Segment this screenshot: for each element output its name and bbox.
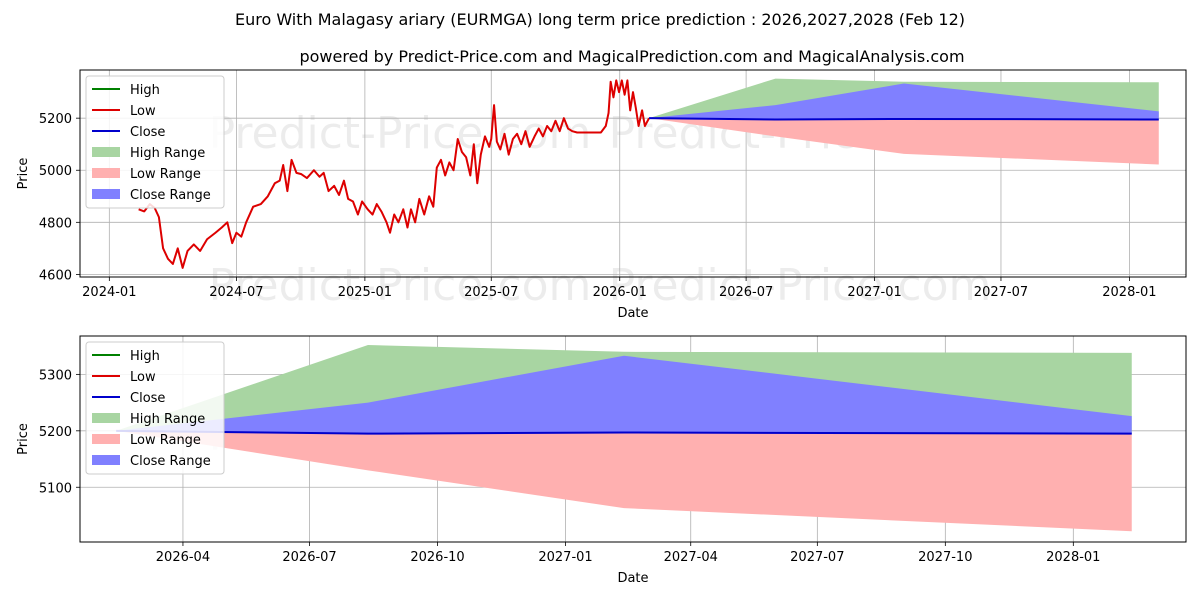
x-tick-label: 2026-10	[410, 550, 464, 565]
y-tick-label: 5200	[39, 112, 72, 127]
y-tick-label: 4600	[39, 268, 72, 283]
close-forecast-line	[116, 429, 1132, 435]
y-tick-label: 4800	[39, 216, 72, 231]
y-axis-label: Price	[16, 158, 31, 190]
x-tick-label: 2025-01	[338, 285, 392, 300]
x-tick-label: 2026-01	[593, 285, 647, 300]
x-axis-label: Date	[617, 306, 648, 321]
y-tick-label: 5100	[39, 481, 72, 496]
y-tick-label: 5200	[39, 425, 72, 440]
x-tick-label: 2026-04	[156, 550, 210, 565]
low-range-area	[649, 118, 1159, 165]
x-tick-label: 2026-07	[282, 550, 336, 565]
x-tick-label: 2024-07	[209, 285, 263, 300]
legend-high-range-swatch	[92, 147, 120, 157]
plot-frame	[79, 69, 1187, 278]
x-tick-label: 2027-01	[847, 285, 901, 300]
x-tick-label: 2028-01	[1102, 285, 1156, 300]
plot-frame	[79, 335, 1187, 543]
chart-title: Euro With Malagasy ariary (EURMGA) long …	[235, 10, 965, 29]
panel-top: Predict-Price.com Predict-Price.com Predic…	[16, 69, 1187, 321]
low-price-line	[138, 79, 650, 269]
legend-box	[85, 341, 225, 475]
legend-low-range-label: Low Range	[130, 433, 201, 448]
legend-high-label: High	[130, 83, 160, 98]
legend-box	[85, 75, 225, 209]
panel-bottom: Predict-Price.comPredict-Price.com2026-0…	[16, 335, 1187, 586]
legend-high-range-label: High Range	[130, 146, 205, 161]
legend-close-label: Close	[130, 391, 165, 406]
watermark-text: Predict-Price.com	[209, 260, 592, 311]
x-tick-label: 2027-01	[538, 550, 592, 565]
close-forecast-line	[649, 117, 1159, 121]
close-range-area	[116, 355, 1132, 434]
y-tick-label: 5000	[39, 164, 72, 179]
y-tick-label: 5300	[39, 368, 72, 383]
x-tick-label: 2027-07	[974, 285, 1028, 300]
legend-low-range-label: Low Range	[130, 167, 201, 182]
legend-close-range-swatch	[92, 455, 120, 465]
legend-low-label: Low	[130, 104, 156, 119]
low-range-area	[116, 430, 1132, 532]
legend-low-label: Low	[130, 370, 156, 385]
x-tick-label: 2027-10	[918, 550, 972, 565]
legend-close-range-swatch	[92, 189, 120, 199]
x-tick-label: 2027-04	[664, 550, 718, 565]
legend-high-range-label: High Range	[130, 412, 205, 427]
watermark-text: Predict-Price.com	[609, 260, 992, 311]
x-tick-label: 2024-01	[82, 285, 136, 300]
legend-close-label: Close	[130, 125, 165, 140]
legend-low-range-swatch	[92, 434, 120, 444]
chart-subtitle: powered by Predict-Price.com and Magical…	[299, 47, 964, 66]
legend-high-range-swatch	[92, 413, 120, 423]
y-axis-label: Price	[16, 423, 31, 455]
legend-high-label: High	[130, 349, 160, 364]
x-tick-label: 2026-07	[719, 285, 773, 300]
legend-close-range-label: Close Range	[130, 454, 211, 469]
x-tick-label: 2027-07	[790, 550, 844, 565]
x-tick-label: 2028-01	[1046, 550, 1100, 565]
x-tick-label: 2025-07	[464, 285, 518, 300]
legend-low-range-swatch	[92, 168, 120, 178]
close-range-area	[649, 83, 1159, 120]
legend-close-range-label: Close Range	[130, 188, 211, 203]
x-axis-label: Date	[617, 571, 648, 586]
watermark-text: Predict-Price.com	[209, 108, 592, 159]
